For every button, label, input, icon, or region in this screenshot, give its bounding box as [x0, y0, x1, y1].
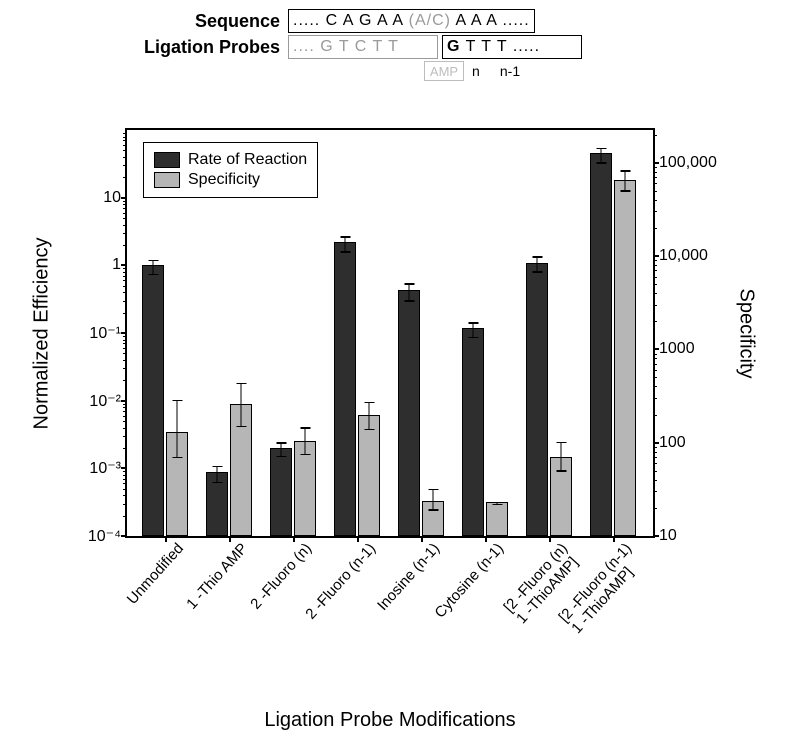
- rate-bar: [590, 153, 612, 536]
- y-left-tick-label: 10: [69, 189, 127, 207]
- rate-bar: [398, 290, 420, 536]
- sequence-label: Sequence: [120, 11, 288, 32]
- y-left-tick-label: 10⁻⁴: [69, 526, 127, 546]
- spec-bar: [358, 415, 380, 536]
- spec-bar: [486, 502, 508, 536]
- plot-area: Rate of Reaction Specificity 10⁻⁴10⁻³10⁻…: [125, 128, 655, 538]
- y-right-tick-label: 10: [653, 527, 729, 545]
- y-axis-right-label: Specificity: [734, 128, 758, 538]
- y-left-tick-label: 10⁻²: [69, 391, 127, 411]
- bar-group: [461, 328, 511, 536]
- x-tick-label: Unmodified: [119, 536, 187, 608]
- bar-group: [141, 265, 191, 536]
- probes-label: Ligation Probes: [120, 37, 288, 58]
- rate-bar: [270, 448, 292, 536]
- y-right-tick-label: 1000: [653, 340, 729, 358]
- y-right-tick-label: 100,000: [653, 154, 729, 172]
- spec-bar: [294, 441, 316, 536]
- sequence-text: ..... C A G A A (A/C) A A A .....: [293, 12, 530, 30]
- probe-left-box: .... G T C T T: [288, 35, 438, 59]
- y-axis-left-label: Normalized Efficiency: [30, 128, 54, 538]
- spec-bar: [614, 180, 636, 536]
- bar-group: [397, 290, 447, 536]
- y-left-tick-label: 1: [69, 256, 127, 274]
- y-left-tick-label: 10⁻³: [69, 458, 127, 478]
- y-left-tick-label: 10⁻¹: [69, 323, 127, 343]
- rate-bar: [526, 263, 548, 536]
- n-labels: n n-1: [472, 63, 530, 79]
- sequence-diagram: Sequence ..... C A G A A (A/C) A A A ...…: [120, 8, 680, 82]
- spec-bar: [422, 501, 444, 536]
- amp-box: AMP: [424, 61, 464, 81]
- rate-bar: [142, 265, 164, 536]
- bar-group: [205, 404, 255, 536]
- rate-bar: [462, 328, 484, 536]
- y-right-tick-label: 100: [653, 434, 729, 452]
- y-right-tick-label: 10,000: [653, 247, 729, 265]
- bar-group: [589, 153, 639, 536]
- sequence-box: ..... C A G A A (A/C) A A A .....: [288, 9, 535, 33]
- chart-area: Normalized Efficiency Specificity Rate o…: [30, 96, 758, 736]
- x-tick-label: 1 -Thio AMP: [179, 536, 251, 613]
- bar-group: [333, 242, 383, 536]
- x-axis-label: Ligation Probe Modifications: [125, 709, 655, 732]
- bar-group: [525, 263, 575, 536]
- spec-bar: [230, 404, 252, 536]
- probe-right-box: G T T T .....: [442, 35, 582, 59]
- bars-container: [127, 130, 653, 536]
- rate-bar: [334, 242, 356, 536]
- spec-bar: [166, 432, 188, 536]
- bar-group: [269, 441, 319, 536]
- rate-bar: [206, 472, 228, 536]
- spec-bar: [550, 457, 572, 536]
